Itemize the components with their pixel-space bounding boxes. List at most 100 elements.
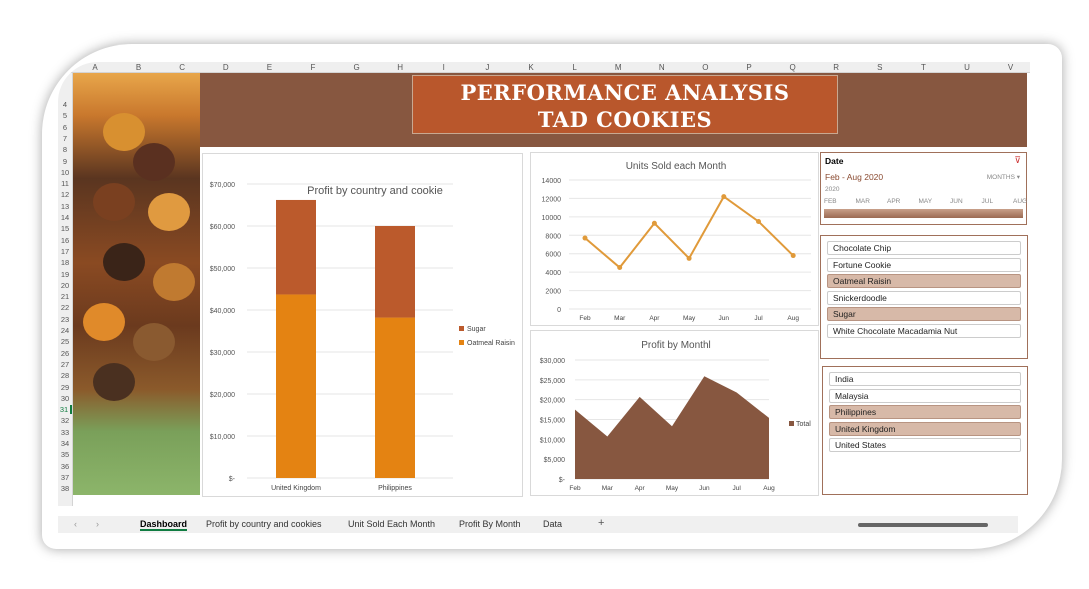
row-header: 4 5 6 7 8 9 10 11 12 13 14 15 16 17 18 19 20 21 22 23 24 25 26… xyxy=(58,73,73,506)
sheet-tab-profit-by-country-and-cookies[interactable]: Profit by country and cookies xyxy=(206,519,322,529)
y-tick-label: $20,000 xyxy=(540,398,565,405)
sheet-tab-unit-sold-each-month[interactable]: Unit Sold Each Month xyxy=(348,519,436,529)
column-letter: H xyxy=(397,63,404,72)
x-tick-label: Apr xyxy=(635,485,646,492)
y-tick-label: $10,000 xyxy=(210,434,235,441)
profit-by-month-chart[interactable]: Profit by Monthl $- $5,000 $10,000 $15,000 $2… xyxy=(530,330,819,496)
row-number: 7 xyxy=(62,133,68,143)
slicer-item-fortune-cookie[interactable]: Fortune Cookie xyxy=(827,257,1021,272)
column-letter: U xyxy=(964,63,970,72)
row-number: 6 xyxy=(62,122,68,132)
row-number: 30 xyxy=(60,393,70,403)
column-letter: E xyxy=(266,63,273,72)
data-point xyxy=(790,253,796,259)
legend-label: Oatmeal Raisin xyxy=(467,340,515,347)
timeline-bar[interactable] xyxy=(824,209,1023,218)
cookie-decoration xyxy=(103,243,145,281)
sheet-tab-dashboard[interactable]: Dashboard xyxy=(140,519,188,531)
row-number: 15 xyxy=(60,224,70,234)
row-number: 20 xyxy=(60,280,70,290)
month-label[interactable]: JUN xyxy=(950,198,963,205)
y-tick-label: $10,000 xyxy=(540,437,565,444)
prev-sheet-button[interactable]: ‹ xyxy=(74,519,77,529)
y-tick-label: $15,000 xyxy=(540,418,565,425)
slicer-item-snickerdoodle[interactable]: Snickerdoodle xyxy=(827,290,1021,305)
y-tick-label: 0 xyxy=(557,307,561,314)
slicer-item-malaysia[interactable]: Malaysia xyxy=(829,388,1021,403)
country-slicer[interactable]: India Malaysia Philippines United Kingdom Un… xyxy=(822,366,1028,495)
slicer-item-chocolate-chip[interactable]: Chocolate Chip xyxy=(827,241,1021,255)
row-number: 29 xyxy=(60,382,70,392)
x-tick-label: Philippines xyxy=(378,485,412,492)
bar-sugar xyxy=(276,199,316,295)
next-sheet-button[interactable]: › xyxy=(96,519,99,529)
month-label[interactable]: JUL xyxy=(981,198,994,205)
row-number: 14 xyxy=(60,213,70,222)
units-sold-chart[interactable]: Units Sold each Month 0 2000 4000 6000 8000 10… xyxy=(530,152,819,326)
x-tick-label: Jul xyxy=(754,315,763,322)
slicer-item-india[interactable]: India xyxy=(829,372,1021,386)
row-number: 17 xyxy=(60,246,70,256)
month-label[interactable]: AUG xyxy=(1013,198,1028,205)
cookie-decoration xyxy=(83,303,125,341)
chart-title: Profit by country and cookie xyxy=(307,185,443,197)
y-tick-label: $- xyxy=(229,476,236,483)
slicer-item-white-chocolate-macadamia-nut[interactable]: White Chocolate Macadamia Nut xyxy=(827,324,1021,338)
y-tick-label: $5,000 xyxy=(544,457,566,464)
row-number: 11 xyxy=(61,179,69,189)
column-letter: F xyxy=(310,63,316,72)
x-tick-label: Jun xyxy=(699,485,710,492)
row-number: 33 xyxy=(60,427,70,437)
slicer-item-philippines[interactable]: Philippines xyxy=(829,405,1021,420)
column-letter: A xyxy=(92,63,98,72)
chart-title: Profit by Monthl xyxy=(641,340,710,351)
data-point xyxy=(582,235,588,241)
y-tick-label: 10000 xyxy=(542,215,562,222)
year-label: 2020 xyxy=(825,186,840,193)
month-label[interactable]: APR xyxy=(887,198,901,205)
row-number: 13 xyxy=(60,201,70,211)
horizontal-scrollbar[interactable] xyxy=(858,523,988,527)
row-number: 9 xyxy=(62,156,68,166)
slicer-item-united-kingdom[interactable]: United Kingdom xyxy=(829,421,1021,436)
x-tick-label: Mar xyxy=(614,315,626,322)
cookies-image xyxy=(73,73,200,495)
column-letter: M xyxy=(614,63,622,72)
add-sheet-button[interactable]: + xyxy=(598,517,605,529)
row-number: 21 xyxy=(60,292,70,302)
x-tick-label: Aug xyxy=(763,485,775,492)
sheet-tab-data[interactable]: Data xyxy=(543,519,563,529)
y-tick-label: $20,000 xyxy=(210,392,235,399)
month-label[interactable]: MAY xyxy=(918,198,933,205)
profit-by-country-chart[interactable]: Profit by country and cookie $- $10,000 $20… xyxy=(202,153,523,497)
date-slicer-title: Date xyxy=(825,156,844,166)
column-letter: K xyxy=(528,63,534,72)
y-tick-label: $30,000 xyxy=(540,358,565,365)
y-tick-label: $40,000 xyxy=(210,308,235,315)
x-tick-label: Jul xyxy=(733,485,742,492)
month-label[interactable]: MAR xyxy=(855,198,870,205)
month-label[interactable]: FEB xyxy=(824,198,837,205)
column-letter: C xyxy=(179,63,186,72)
slicer-item-united-states[interactable]: United States xyxy=(829,438,1021,453)
date-timeline-slicer[interactable]: Date ⊽ Feb - Aug 2020 MONTHS ▾ 2020 FEB M… xyxy=(820,152,1027,225)
column-letter: P xyxy=(746,63,752,72)
cookie-decoration xyxy=(133,143,175,181)
slicer-item-oatmeal-raisin[interactable]: Oatmeal Raisin xyxy=(827,274,1021,289)
clear-filter-icon[interactable]: ⊽ xyxy=(1014,155,1021,165)
column-letter: I xyxy=(442,63,445,72)
dashboard-title: PERFORMANCE ANALYSIS TAD COOKIES xyxy=(412,75,838,134)
time-level-dropdown[interactable]: MONTHS ▾ xyxy=(986,174,1020,181)
column-letter: R xyxy=(833,63,840,72)
row-number: 31 xyxy=(58,405,72,415)
sheet-tab-bar: ‹ › Dashboard Profit by country and cooki… xyxy=(58,516,1018,533)
slicer-item-sugar[interactable]: Sugar xyxy=(827,307,1021,322)
y-tick-label: 6000 xyxy=(545,252,561,259)
row-number: 16 xyxy=(60,235,70,245)
row-number: 32 xyxy=(60,416,70,426)
sheet-tab-profit-by-month[interactable]: Profit By Month xyxy=(459,519,521,529)
cookie-slicer[interactable]: Chocolate Chip Fortune Cookie Oatmeal Rais… xyxy=(820,235,1028,359)
row-number: 38 xyxy=(60,484,70,494)
column-letter: S xyxy=(877,63,883,72)
time-level-label: MONTHS xyxy=(986,174,1015,181)
